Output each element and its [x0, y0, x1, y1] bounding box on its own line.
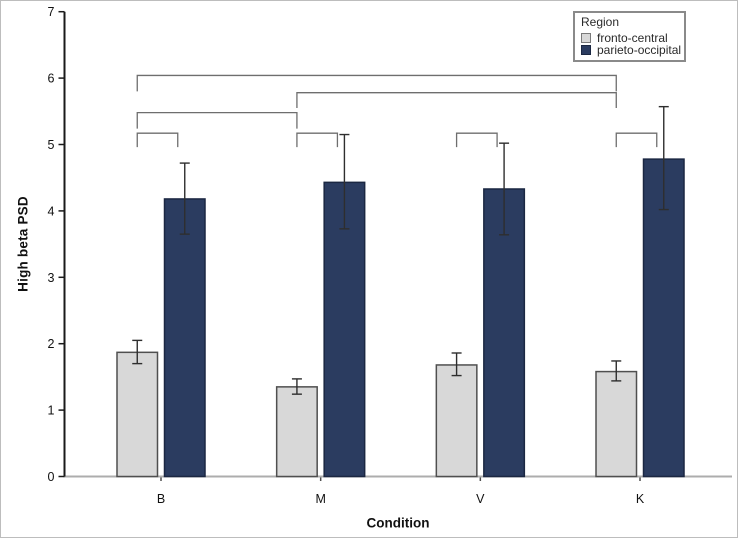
significance-bracket-4	[296, 132, 339, 148]
parieto-occipital-swatch-icon	[581, 45, 591, 55]
bar-fronto-central-M	[275, 386, 318, 478]
y-tick-label-5: 5	[48, 138, 55, 152]
x-category-label-B: B	[157, 492, 165, 506]
y-tick-label-6: 6	[48, 72, 55, 86]
x-category-label-M: M	[315, 492, 325, 506]
bar-parieto-occipital-V	[483, 188, 526, 478]
y-tick-label-7: 7	[48, 5, 55, 19]
y-tick-label-3: 3	[48, 271, 55, 285]
y-tick-label-1: 1	[48, 404, 55, 418]
bar-fronto-central-V	[435, 364, 478, 478]
x-category-label-V: V	[476, 492, 485, 506]
y-tick-label-4: 4	[48, 204, 55, 218]
x-category-label-K: K	[636, 492, 645, 506]
significance-bracket-1	[296, 92, 617, 108]
legend: Region fronto-central parieto-occipital	[573, 11, 686, 62]
legend-item-fronto-central: fronto-central	[581, 30, 679, 45]
bar-fronto-central-K	[595, 370, 638, 478]
significance-bracket-2	[136, 111, 298, 129]
significance-bracket-3	[136, 132, 179, 148]
legend-label-fronto-central: fronto-central	[597, 30, 668, 45]
bar-parieto-occipital-K	[642, 158, 685, 478]
significance-bracket-6	[615, 132, 658, 148]
bar-parieto-occipital-B	[163, 198, 206, 478]
significance-bracket-5	[455, 132, 498, 148]
legend-item-parieto-occipital: parieto-occipital	[581, 42, 682, 57]
y-tick-label-0: 0	[48, 470, 55, 484]
significance-bracket-0	[136, 74, 617, 92]
bar-fronto-central-B	[116, 351, 159, 478]
x-axis-title: Condition	[366, 515, 430, 531]
fronto-central-swatch-icon	[581, 33, 591, 43]
legend-title: Region	[581, 15, 620, 29]
y-tick-label-2: 2	[48, 337, 55, 351]
y-axis-title: High beta PSD	[15, 196, 31, 292]
legend-label-parieto-occipital: parieto-occipital	[597, 42, 682, 57]
